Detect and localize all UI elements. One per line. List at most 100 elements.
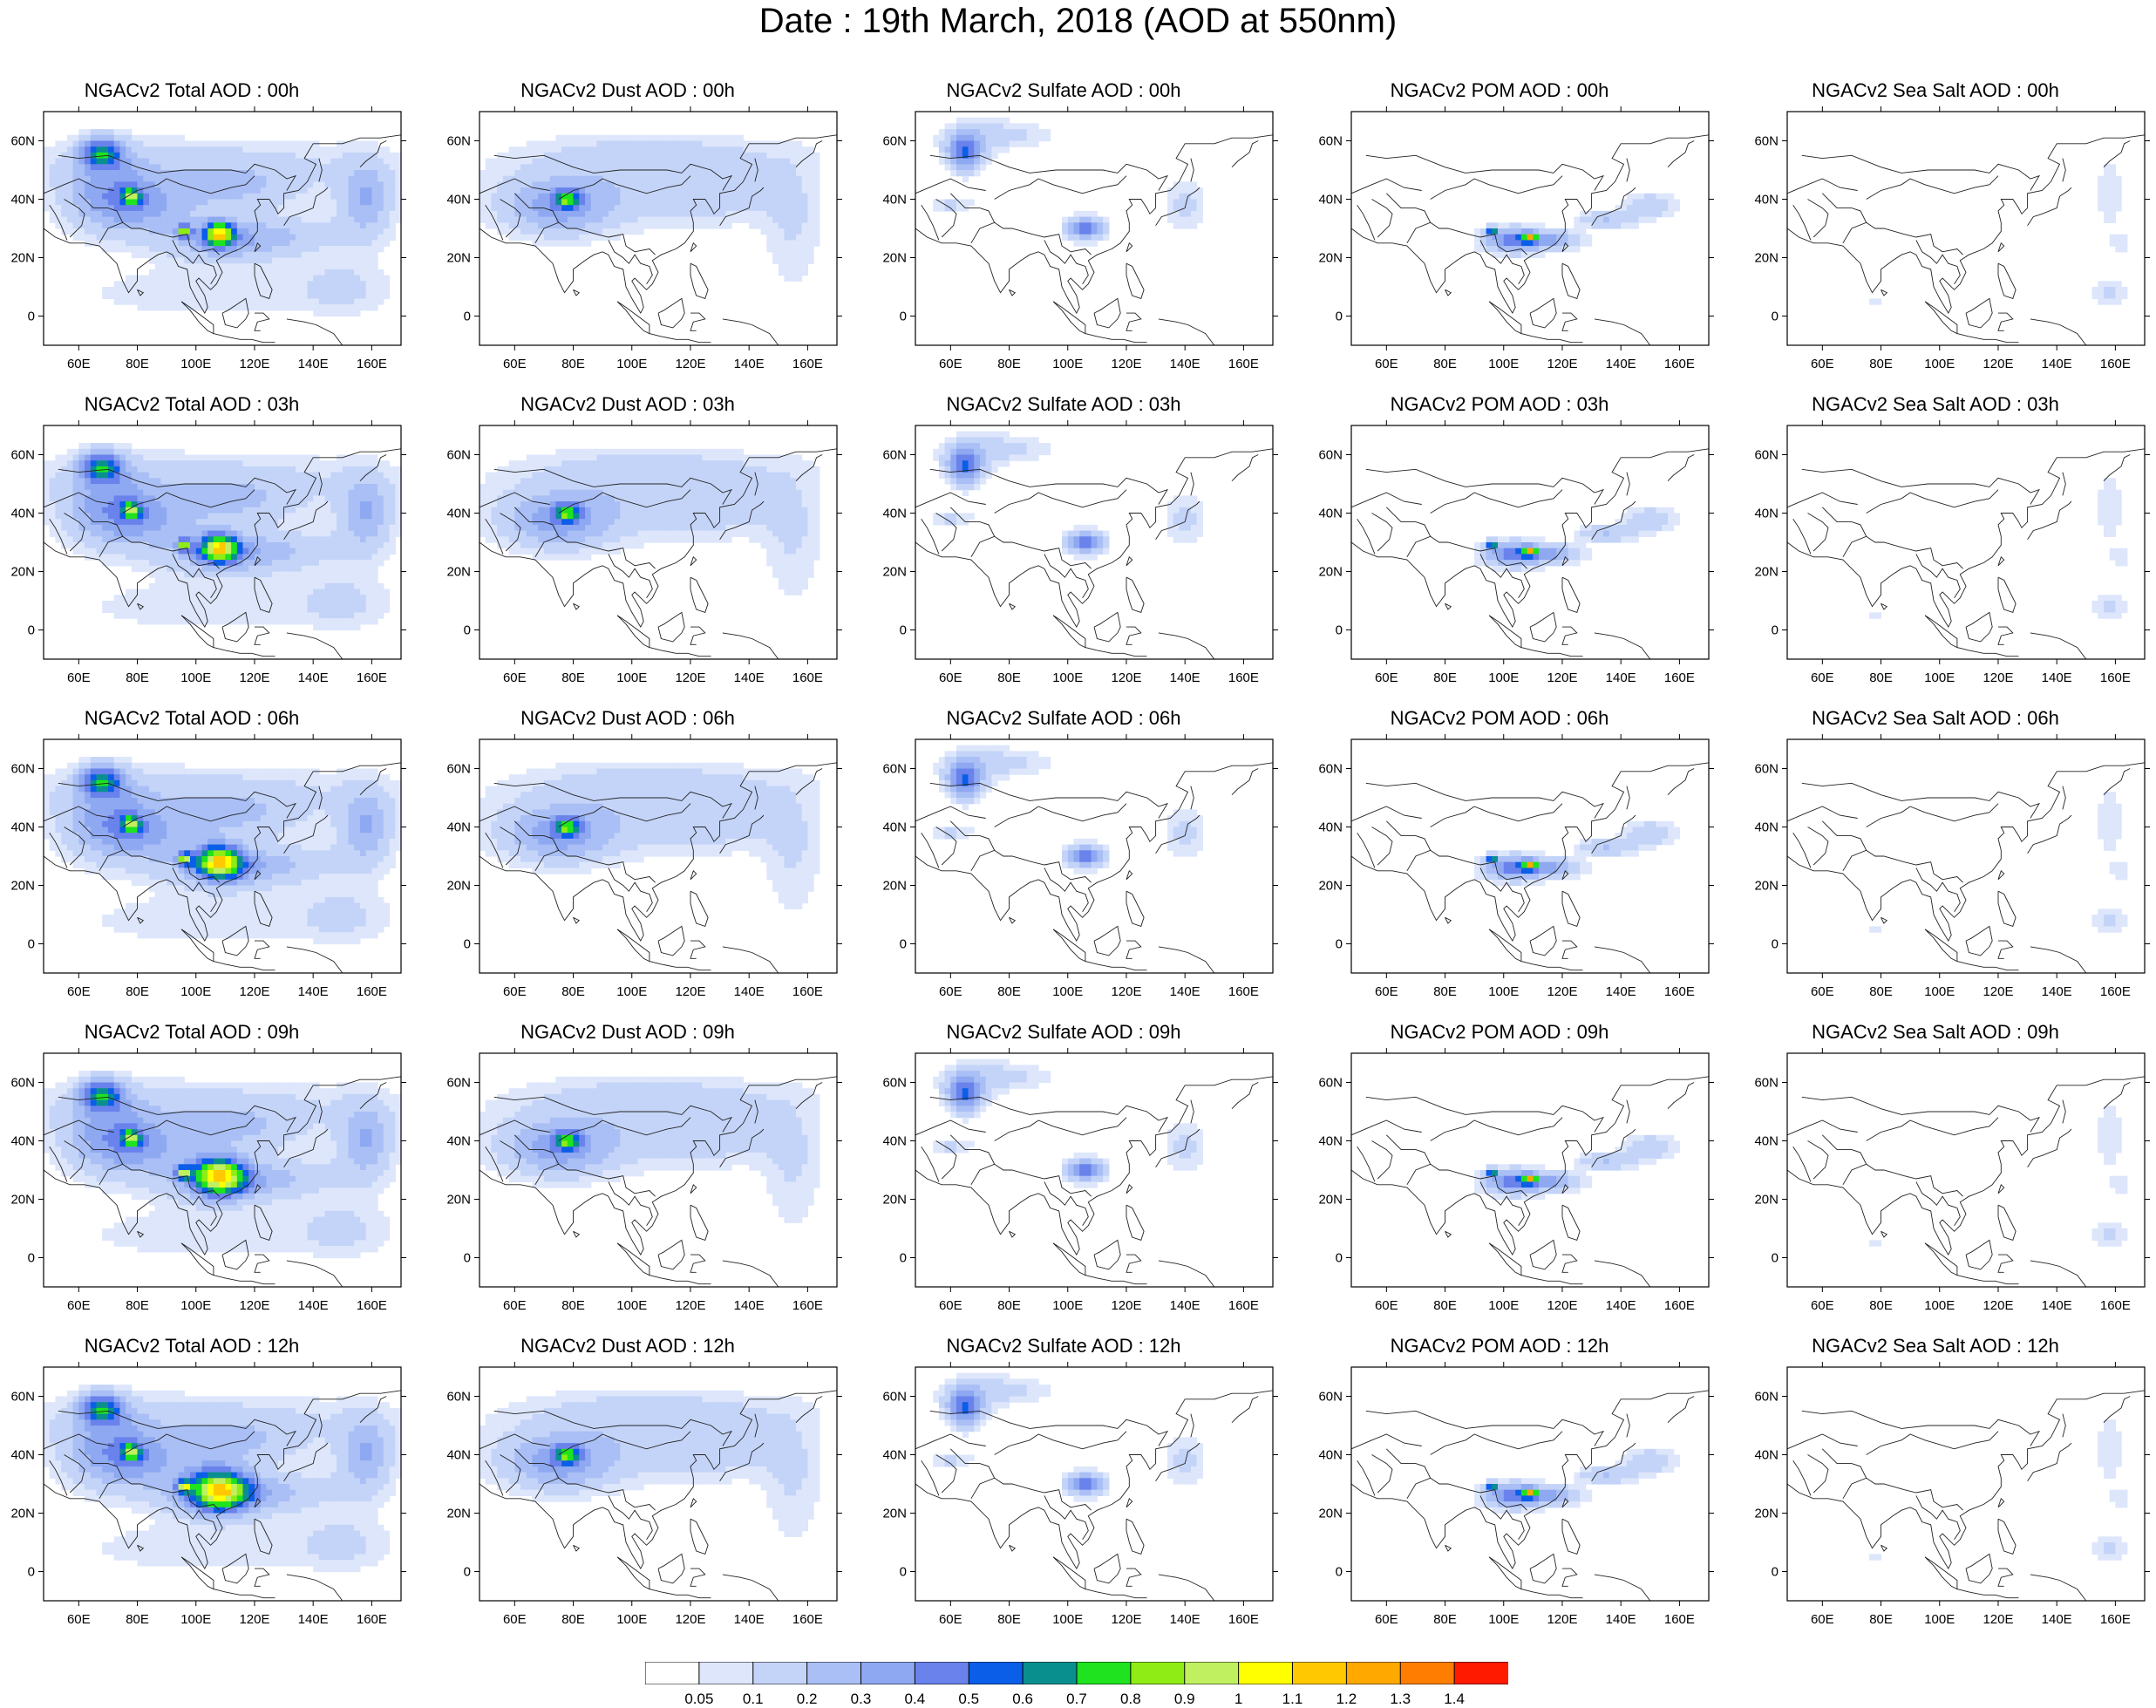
y-tick-label: 60N xyxy=(10,1076,35,1091)
x-tick-label: 120E xyxy=(239,1298,269,1313)
aod-field xyxy=(1474,1449,1680,1514)
x-tick-label: 60E xyxy=(503,670,527,685)
x-tick-label: 160E xyxy=(1664,670,1695,685)
x-tick-label: 80E xyxy=(997,357,1021,371)
y-tick-label: 20N xyxy=(1754,1193,1779,1208)
x-tick-label: 100E xyxy=(1052,984,1083,999)
x-tick-label: 120E xyxy=(1547,1298,1577,1313)
y-tick-label: 0 xyxy=(900,623,907,638)
y-tick-label: 60N xyxy=(446,448,471,463)
x-tick-label: 80E xyxy=(561,1612,585,1627)
x-tick-label: 80E xyxy=(1433,357,1457,371)
aod-field xyxy=(44,757,402,944)
y-tick-label: 40N xyxy=(10,1448,35,1463)
aod-field xyxy=(933,432,1203,561)
colorbar-label: 0.2 xyxy=(797,1691,818,1708)
x-tick-label: 140E xyxy=(298,670,329,685)
x-tick-label: 120E xyxy=(239,984,269,999)
x-tick-label: 140E xyxy=(298,357,329,371)
x-tick-label: 160E xyxy=(792,984,823,999)
x-tick-label: 100E xyxy=(616,1612,647,1627)
y-tick-label: 40N xyxy=(1754,1134,1779,1149)
aod-field xyxy=(44,129,402,316)
y-tick-label: 40N xyxy=(1754,1448,1779,1463)
x-tick-label: 100E xyxy=(616,984,647,999)
x-tick-label: 120E xyxy=(675,1612,705,1627)
y-tick-label: 40N xyxy=(1754,507,1779,521)
y-tick-label: 20N xyxy=(10,251,35,266)
x-tick-label: 140E xyxy=(1170,670,1200,685)
colorbar-swatch xyxy=(1185,1662,1239,1684)
x-tick-label: 160E xyxy=(792,1298,823,1313)
y-tick-label: 60N xyxy=(882,762,907,777)
colorbar-swatch xyxy=(915,1662,969,1684)
x-tick-label: 140E xyxy=(2042,357,2072,371)
y-tick-label: 0 xyxy=(28,1565,35,1580)
x-tick-label: 140E xyxy=(1170,1298,1200,1313)
y-tick-label: 40N xyxy=(446,507,471,521)
x-tick-label: 160E xyxy=(357,1612,387,1627)
y-tick-label: 60N xyxy=(1318,762,1343,777)
x-tick-label: 160E xyxy=(792,670,823,685)
x-tick-label: 140E xyxy=(1606,1298,1636,1313)
x-tick-label: 140E xyxy=(1606,357,1636,371)
y-tick-label: 0 xyxy=(900,310,907,324)
colorbar-label: 1.4 xyxy=(1444,1691,1465,1708)
y-tick-label: 60N xyxy=(446,1390,471,1405)
y-tick-label: 0 xyxy=(464,623,471,638)
x-tick-label: 100E xyxy=(1052,670,1083,685)
x-tick-label: 80E xyxy=(997,670,1021,685)
y-tick-label: 40N xyxy=(446,820,471,835)
x-tick-label: 160E xyxy=(357,1298,387,1313)
x-tick-label: 80E xyxy=(1433,984,1457,999)
x-tick-label: 120E xyxy=(1547,357,1577,371)
y-tick-label: 40N xyxy=(882,820,907,835)
x-tick-label: 120E xyxy=(1111,357,1141,371)
y-tick-label: 0 xyxy=(464,1565,471,1580)
x-tick-label: 120E xyxy=(1111,670,1141,685)
y-tick-label: 0 xyxy=(1772,1565,1779,1580)
colorbar-label: 0.05 xyxy=(684,1691,713,1708)
x-tick-label: 140E xyxy=(1170,1612,1200,1627)
x-tick-label: 140E xyxy=(1170,357,1200,371)
colorbar-label: 1 xyxy=(1234,1691,1242,1708)
y-tick-label: 20N xyxy=(882,879,907,894)
x-tick-label: 100E xyxy=(1488,357,1519,371)
x-tick-label: 100E xyxy=(1052,357,1083,371)
y-tick-label: 20N xyxy=(446,1193,471,1208)
x-tick-label: 60E xyxy=(503,1298,527,1313)
x-tick-label: 100E xyxy=(1924,984,1955,999)
figure-title: Date : 19th March, 2018 (AOD at 550nm) xyxy=(0,2,2156,41)
colorbar-swatch xyxy=(1077,1662,1131,1684)
y-tick-label: 60N xyxy=(1754,1390,1779,1405)
x-tick-label: 160E xyxy=(2100,357,2131,371)
x-tick-label: 120E xyxy=(675,670,705,685)
x-tick-label: 60E xyxy=(67,984,91,999)
x-tick-label: 120E xyxy=(1983,670,2013,685)
y-tick-label: 40N xyxy=(10,820,35,835)
x-tick-label: 160E xyxy=(792,1612,823,1627)
x-tick-label: 120E xyxy=(1111,1612,1141,1627)
x-tick-label: 60E xyxy=(67,1298,91,1313)
aod-field xyxy=(1474,507,1680,572)
x-tick-label: 120E xyxy=(1111,984,1141,999)
x-tick-label: 160E xyxy=(2100,1612,2131,1627)
x-tick-label: 160E xyxy=(2100,1298,2131,1313)
x-tick-label: 100E xyxy=(616,670,647,685)
coastlines xyxy=(1787,135,2145,345)
y-tick-label: 40N xyxy=(882,193,907,208)
x-tick-label: 60E xyxy=(1811,984,1834,999)
y-tick-label: 60N xyxy=(882,448,907,463)
y-tick-label: 60N xyxy=(882,1390,907,1405)
colorbar-swatch xyxy=(1131,1662,1185,1684)
y-tick-label: 40N xyxy=(1318,193,1343,208)
